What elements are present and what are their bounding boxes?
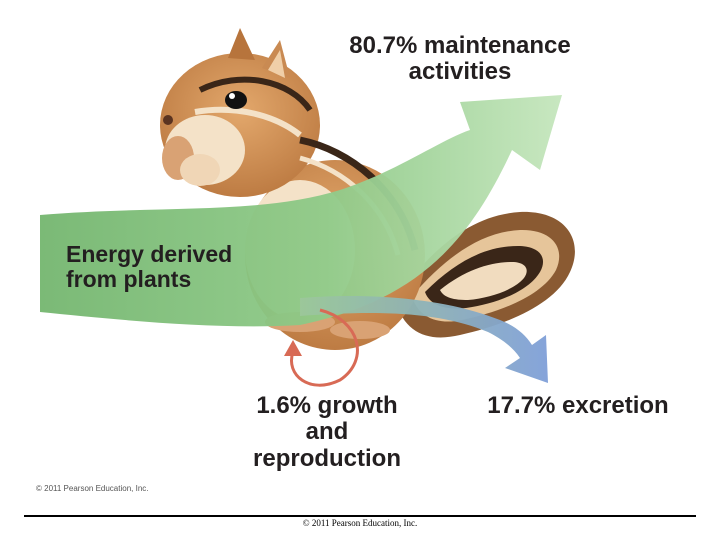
energy-source-line-2: from plants: [66, 266, 192, 293]
maintenance-label: 80.7% maintenance activities: [300, 32, 620, 86]
excretion-arrow: [300, 296, 548, 383]
excretion-label: 17.7% excretion: [462, 392, 694, 419]
footer-divider: [24, 515, 696, 517]
growth-line-2: and: [305, 418, 349, 446]
energy-source-label: Energy derived from plants: [66, 241, 306, 293]
energy-source-line-1: Energy derived: [66, 241, 233, 267]
growth-label: 1.6% growth and reproduction: [232, 392, 422, 472]
growth-loop-arrow: [284, 308, 359, 387]
maintenance-line-1: 80.7% maintenance: [349, 32, 571, 59]
growth-line-3: reproduction: [253, 444, 401, 472]
maintenance-line-2: activities: [408, 58, 512, 86]
footer-copyright: © 2011 Pearson Education, Inc.: [302, 518, 418, 528]
excretion-text: 17.7% excretion: [487, 392, 669, 419]
figure-copyright: © 2011 Pearson Education, Inc.: [36, 484, 149, 493]
energy-flow-arrow: [40, 95, 562, 327]
growth-line-1: 1.6% growth: [256, 392, 398, 419]
